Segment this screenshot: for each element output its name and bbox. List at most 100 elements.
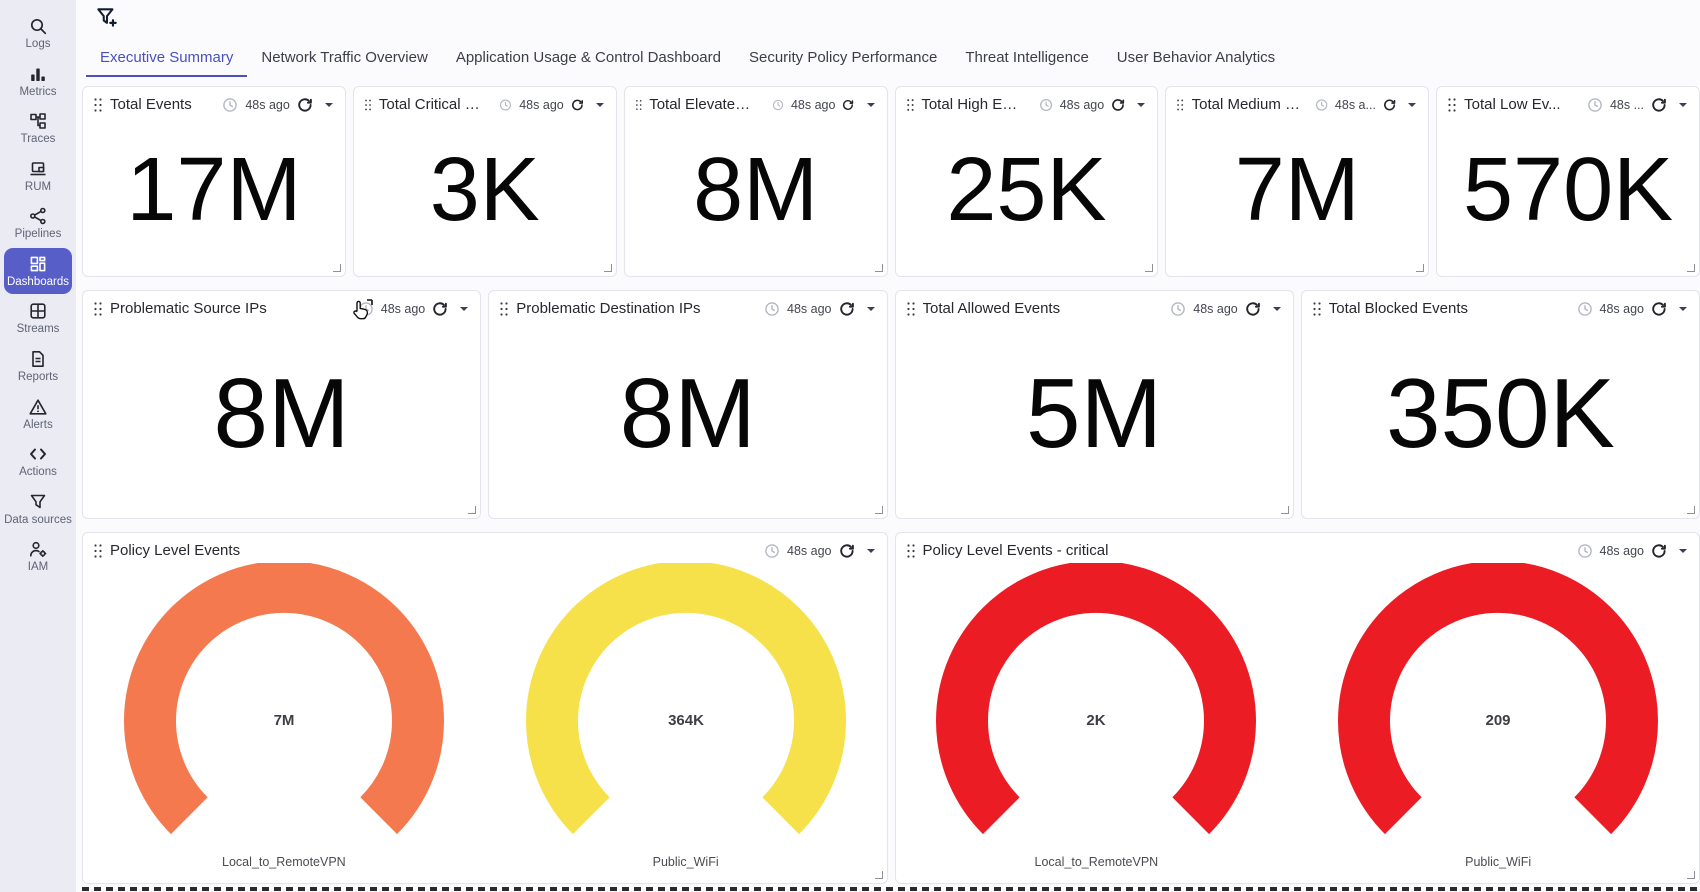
sidebar-item-label: Actions bbox=[19, 466, 57, 479]
clock-icon bbox=[1588, 97, 1602, 112]
clock-icon bbox=[358, 301, 373, 316]
stat-card-problematic-destination-ips: Problematic Destination IPs 48s ago 8M bbox=[488, 290, 888, 519]
refresh-icon[interactable] bbox=[842, 97, 854, 113]
clock-icon bbox=[765, 301, 779, 316]
resize-handle-icon[interactable] bbox=[1416, 264, 1425, 272]
refresh-icon[interactable] bbox=[839, 301, 855, 317]
chevron-down-icon[interactable] bbox=[866, 102, 875, 107]
card-title: Problematic Source IPs bbox=[110, 300, 267, 317]
gauge-label: Local_to_RemoteVPN bbox=[1034, 855, 1159, 869]
resize-handle-icon[interactable] bbox=[603, 264, 612, 272]
resize-handle-icon[interactable] bbox=[874, 871, 883, 879]
drag-handle-icon[interactable] bbox=[906, 97, 915, 113]
drag-handle-icon[interactable] bbox=[499, 301, 509, 317]
chevron-down-icon[interactable] bbox=[460, 306, 469, 311]
card-title: Total Blocked Events bbox=[1328, 300, 1468, 317]
stat-row-1: Total Events 48s ago 17M Total Critical … bbox=[82, 86, 1700, 277]
sidebar-item-label: IAM bbox=[27, 561, 49, 574]
sidebar-item-dashboards[interactable]: Dashboards bbox=[4, 247, 72, 295]
resize-handle-icon[interactable] bbox=[874, 264, 883, 272]
gauge-public-wifi-critical: 209 Public_WiFi bbox=[1328, 563, 1668, 869]
search-icon bbox=[28, 16, 48, 36]
add-filter-button[interactable] bbox=[94, 5, 120, 36]
card-title: Total Allowed Events bbox=[922, 300, 1061, 317]
sidebar-item-alerts[interactable]: Alerts bbox=[3, 391, 73, 438]
resize-handle-icon[interactable] bbox=[1687, 506, 1695, 514]
drag-handle-icon[interactable] bbox=[364, 97, 372, 113]
chevron-down-icon[interactable] bbox=[1679, 548, 1687, 553]
resize-handle-icon[interactable] bbox=[1280, 506, 1289, 514]
stat-card-total-medium-events: Total Medium Eve... 48s a... 7M bbox=[1165, 86, 1430, 277]
main-content: Executive Summary Network Traffic Overvi… bbox=[76, 0, 1700, 892]
tab-user-behavior-analytics[interactable]: User Behavior Analytics bbox=[1116, 49, 1276, 66]
sidebar-item-pipelines[interactable]: Pipelines bbox=[3, 200, 73, 247]
stat-value: 570K bbox=[1462, 140, 1674, 240]
chevron-down-icon[interactable] bbox=[866, 306, 875, 311]
refresh-time: 48s ago bbox=[1599, 543, 1644, 558]
refresh-icon[interactable] bbox=[839, 543, 855, 559]
resize-handle-icon[interactable] bbox=[1687, 264, 1695, 272]
drag-handle-icon[interactable] bbox=[93, 301, 103, 317]
clock-icon bbox=[1577, 543, 1592, 558]
refresh-icon[interactable] bbox=[1651, 301, 1667, 317]
chevron-down-icon[interactable] bbox=[1408, 102, 1417, 107]
refresh-icon[interactable] bbox=[1111, 97, 1125, 113]
sidebar-item-iam[interactable]: IAM bbox=[3, 533, 73, 580]
tab-threat-intelligence[interactable]: Threat Intelligence bbox=[965, 49, 1089, 66]
drag-handle-icon[interactable] bbox=[93, 97, 103, 113]
refresh-icon[interactable] bbox=[297, 97, 313, 113]
chevron-down-icon[interactable] bbox=[595, 102, 604, 107]
refresh-icon[interactable] bbox=[1651, 543, 1667, 559]
tab-application-usage-control[interactable]: Application Usage & Control Dashboard bbox=[455, 49, 721, 66]
refresh-time: 48s a... bbox=[1334, 97, 1376, 112]
dashboard-tabs: Executive Summary Network Traffic Overvi… bbox=[82, 40, 1700, 77]
stat-value: 350K bbox=[1385, 358, 1615, 468]
chevron-down-icon[interactable] bbox=[1137, 102, 1146, 107]
resize-handle-icon[interactable] bbox=[1687, 871, 1695, 879]
chevron-down-icon[interactable] bbox=[1272, 306, 1281, 311]
stat-card-total-events: Total Events 48s ago 17M bbox=[82, 86, 346, 277]
drag-handle-icon[interactable] bbox=[906, 301, 916, 317]
stat-card-total-allowed-events: Total Allowed Events 48s ago 5M bbox=[894, 290, 1294, 519]
sidebar-item-logs[interactable]: Logs bbox=[3, 10, 73, 57]
refresh-time: 48s ago bbox=[1059, 97, 1105, 112]
tab-network-traffic-overview[interactable]: Network Traffic Overview bbox=[261, 49, 428, 66]
resize-handle-icon[interactable] bbox=[1145, 264, 1154, 272]
drag-handle-icon[interactable] bbox=[1176, 97, 1184, 113]
sidebar-item-data-sources[interactable]: Data sources bbox=[3, 486, 73, 533]
chevron-down-icon[interactable] bbox=[324, 102, 333, 107]
drag-handle-icon[interactable] bbox=[906, 543, 916, 559]
refresh-icon[interactable] bbox=[432, 301, 448, 317]
refresh-icon[interactable] bbox=[1651, 97, 1667, 113]
sidebar-item-actions[interactable]: Actions bbox=[3, 438, 73, 485]
refresh-icon[interactable] bbox=[1245, 301, 1261, 317]
sidebar-item-reports[interactable]: Reports bbox=[3, 343, 73, 390]
tab-security-policy-performance[interactable]: Security Policy Performance bbox=[748, 49, 938, 66]
chevron-down-icon[interactable] bbox=[1679, 306, 1687, 311]
gauge-label: Public_WiFi bbox=[1465, 855, 1532, 869]
card-title: Total Events bbox=[110, 96, 192, 113]
resize-handle-icon[interactable] bbox=[874, 506, 883, 514]
refresh-icon[interactable] bbox=[571, 97, 584, 113]
sidebar-item-label: Pipelines bbox=[14, 228, 62, 241]
sidebar-item-metrics[interactable]: Metrics bbox=[3, 58, 73, 105]
refresh-icon[interactable] bbox=[1383, 97, 1396, 113]
drag-handle-icon[interactable] bbox=[1447, 97, 1457, 113]
drag-handle-icon[interactable] bbox=[635, 97, 643, 113]
resize-handle-icon[interactable] bbox=[468, 506, 477, 514]
drag-handle-icon[interactable] bbox=[1312, 301, 1322, 317]
drag-handle-icon[interactable] bbox=[93, 543, 103, 559]
share-icon bbox=[28, 206, 48, 226]
sidebar-item-streams[interactable]: Streams bbox=[3, 295, 73, 342]
clock-icon bbox=[1315, 98, 1327, 111]
chevron-down-icon[interactable] bbox=[866, 548, 875, 553]
resize-handle-icon[interactable] bbox=[332, 264, 341, 272]
sidebar-item-rum[interactable]: RUM bbox=[3, 153, 73, 200]
sidebar-item-traces[interactable]: Traces bbox=[3, 105, 73, 152]
gauge-value: 364K bbox=[668, 712, 704, 729]
stat-value: 17M bbox=[126, 140, 302, 240]
chevron-down-icon[interactable] bbox=[1679, 102, 1687, 107]
sidebar-item-label: Reports bbox=[17, 370, 59, 383]
gauge-local-to-remotevpn-critical: 2K Local_to_RemoteVPN bbox=[926, 563, 1266, 869]
tab-executive-summary[interactable]: Executive Summary bbox=[86, 40, 248, 77]
